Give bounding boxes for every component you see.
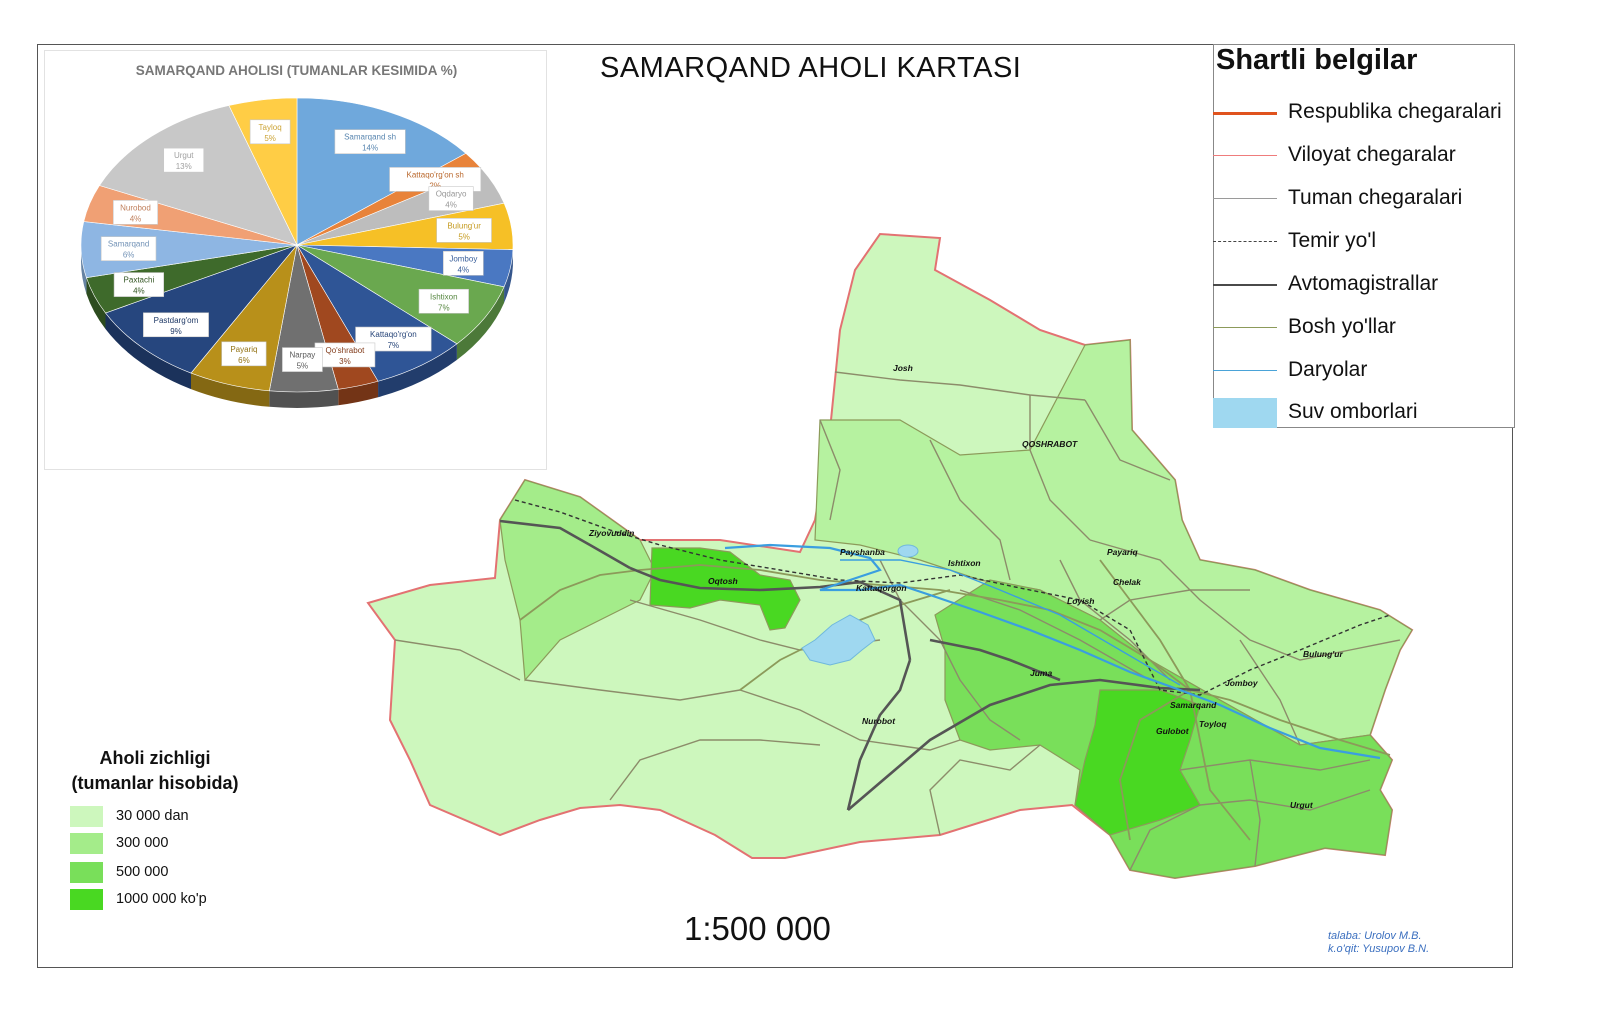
legend-title: Shartli belgilar (1216, 44, 1418, 76)
pie-label-jomboy: Jomboy 4% (443, 250, 484, 276)
pie-label-name: Pastdarg'om (154, 316, 199, 325)
pie-slice-pastdarg-om (105, 244, 298, 374)
legend-item-daryolar: Daryolar (1213, 356, 1515, 386)
pie-label-pct: 9% (170, 327, 182, 336)
pie-label-name: Ishtixon (430, 292, 458, 301)
pie-label-urgut: Urgut 13% (163, 147, 205, 173)
density-swatch (70, 833, 103, 854)
pie-label-name: Narpay (290, 351, 316, 360)
pie-label-pct: 6% (123, 251, 135, 260)
legend-symbol (1213, 398, 1277, 428)
pie-side-narpay (269, 389, 339, 408)
pie-label-pct: 4% (458, 265, 470, 274)
pie-label-name: Samarqand (108, 240, 149, 249)
density-title-line-2: (tumanlar hisobida) (71, 773, 239, 793)
pie-label-pct: 3% (339, 357, 351, 366)
legend-item-viloyat-chegaralar: Viloyat chegaralar (1213, 141, 1515, 171)
pie-label-pct: 5% (458, 232, 470, 241)
map-scale: 1:500 000 (684, 910, 831, 947)
pie-label-name: Kattaqo'rg'on (370, 330, 417, 339)
legend-item-bosh-yo-llar: Bosh yo'llar (1213, 313, 1515, 343)
pie-label-oqdaryo: Oqdaryo 4% (428, 186, 474, 211)
pie-label-name: Paxtachi (124, 276, 155, 285)
pie-label-name: Samarqand sh (344, 133, 396, 142)
pie-label-pct: 6% (238, 356, 250, 365)
pie-label-pct: 14% (362, 144, 378, 153)
legend-label: Bosh yo'llar (1288, 315, 1396, 338)
density-label: 500 000 (116, 864, 169, 880)
legend-label: Daryolar (1288, 358, 1368, 381)
pie-side-pastdarg-om (105, 312, 192, 390)
density-legend-title: Aholi zichligi (tumanlar hisobida) (60, 746, 250, 796)
pie-side-paxtachi (86, 277, 106, 329)
legend-symbol (1213, 313, 1277, 343)
pie-label-pastdarg-om: Pastdarg'om 9% (143, 312, 209, 338)
density-label: 1000 000 ko'p (116, 891, 207, 907)
pie-label-name: Oqdaryo (436, 190, 467, 199)
density-swatch (70, 806, 103, 827)
legend-symbol (1213, 270, 1277, 300)
pie-label-pct: 4% (133, 287, 145, 296)
legend-symbol (1213, 356, 1277, 386)
pie-label-pct: 4% (445, 201, 457, 210)
credit-teacher: k.o'qit: Yusupov B.N. (1328, 943, 1430, 955)
pie-label-pct: 4% (130, 214, 142, 223)
pie-label-name: Qo'shrabot (325, 346, 365, 355)
legend-label: Tuman chegaralari (1288, 186, 1463, 209)
pie-label-pct: 7% (388, 341, 400, 350)
pie-label-name: Urgut (174, 151, 194, 160)
pie-label-name: Tayloq (259, 123, 282, 132)
legend-symbol (1213, 184, 1277, 214)
pie-label-payariq: Payariq 6% (221, 341, 267, 367)
pie-label-pct: 2% (429, 181, 441, 190)
density-label: 30 000 dan (116, 808, 189, 824)
legend-item-suv-omborlari: Suv omborlari (1213, 398, 1515, 428)
credit-text: talaba: Urolov M.B. k.o'qit: Yusupov B.N… (1328, 930, 1429, 956)
pie-chart-panel: SAMARQAND AHOLISI (TUMANLAR KESIMIDA %) … (44, 50, 547, 470)
pie-label-samarqand: Samarqand 6% (100, 236, 157, 261)
pie-label-pct: 5% (297, 362, 309, 371)
pie-label-tayloq: Tayloq 5% (249, 119, 291, 145)
pie-label-name: Payariq (230, 345, 257, 354)
legend-symbol (1213, 141, 1277, 171)
pie-label-pct: 13% (176, 162, 192, 171)
pie-label-nurobod: Nurobod 4% (112, 200, 158, 225)
pie-chart: Samarqand sh 14% Kattaqo'rg'on sh 2%Oqdaryo… (80, 97, 514, 408)
legend-item-temir-yo-l: Temir yo'l (1213, 227, 1515, 257)
pie-label-name: Nurobod (120, 203, 151, 212)
density-swatch (70, 889, 103, 910)
legend-item-tuman-chegaralari: Tuman chegaralari (1213, 184, 1515, 214)
pie-label-name: Jomboy (449, 254, 477, 263)
legend-symbol (1213, 98, 1277, 128)
pie-side-payariq (191, 373, 270, 407)
pie-label-paxtachi: Paxtachi 4% (113, 272, 164, 297)
density-label: 300 000 (116, 835, 169, 851)
pie-label-pct: 7% (438, 303, 450, 312)
legend-item-respublika-chegaralari: Respublika chegaralari (1213, 98, 1515, 128)
legend-label: Temir yo'l (1288, 229, 1377, 252)
pie-label-samarqand-sh: Samarqand sh 14% (334, 129, 406, 154)
pie-slice-urgut (99, 105, 298, 246)
map-title: SAMARQAND AHOLI KARTASI (600, 52, 1022, 84)
pie-label-ishtixon: Ishtixon 7% (418, 288, 469, 314)
legend-item-avtomagistrallar: Avtomagistrallar (1213, 270, 1515, 300)
legend-box (1213, 44, 1515, 428)
pie-label-name: Kattaqo'rg'on sh (407, 170, 464, 179)
pie-label-pct: 5% (264, 134, 276, 143)
pie-label-narpay: Narpay 5% (282, 347, 323, 372)
legend-label: Suv omborlari (1288, 400, 1418, 423)
legend-symbol (1213, 227, 1277, 257)
map-frame (37, 44, 1513, 968)
pie-label-qo-shrabot: Qo'shrabot 3% (314, 342, 376, 368)
pie-title: SAMARQAND AHOLISI (TUMANLAR KESIMIDA %) (135, 63, 458, 78)
density-title-line-1: Aholi zichligi (99, 748, 211, 768)
pie-label-bulung-ur: Bulung'ur 5% (436, 218, 492, 243)
legend-label: Viloyat chegaralar (1288, 143, 1456, 166)
legend-label: Respublika chegaralari (1288, 100, 1502, 123)
credit-student: talaba: Urolov M.B. (1328, 930, 1422, 942)
density-swatch (70, 862, 103, 883)
legend-label: Avtomagistrallar (1288, 272, 1439, 295)
pie-label-name: Bulung'ur (447, 221, 481, 230)
